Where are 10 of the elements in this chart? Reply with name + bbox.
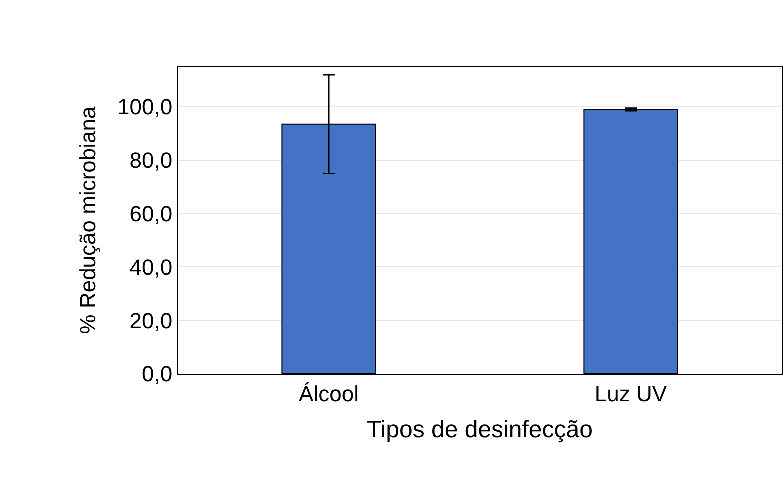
x-axis-title: Tipos de desinfecção [367,416,593,444]
x-tick-label: Álcool [299,381,359,406]
y-tick-label: 0,0 [142,362,173,387]
y-tick-label: 20,0 [130,308,173,334]
x-tick-label: Luz UV [594,381,668,406]
y-tick-label: 60,0 [130,202,173,227]
y-tick-label: 100,0 [118,94,173,120]
y-axis-title: % Redução microbiana [75,106,100,334]
y-tick-label: 40,0 [130,254,173,280]
y-tick-label: 80,0 [130,148,173,174]
